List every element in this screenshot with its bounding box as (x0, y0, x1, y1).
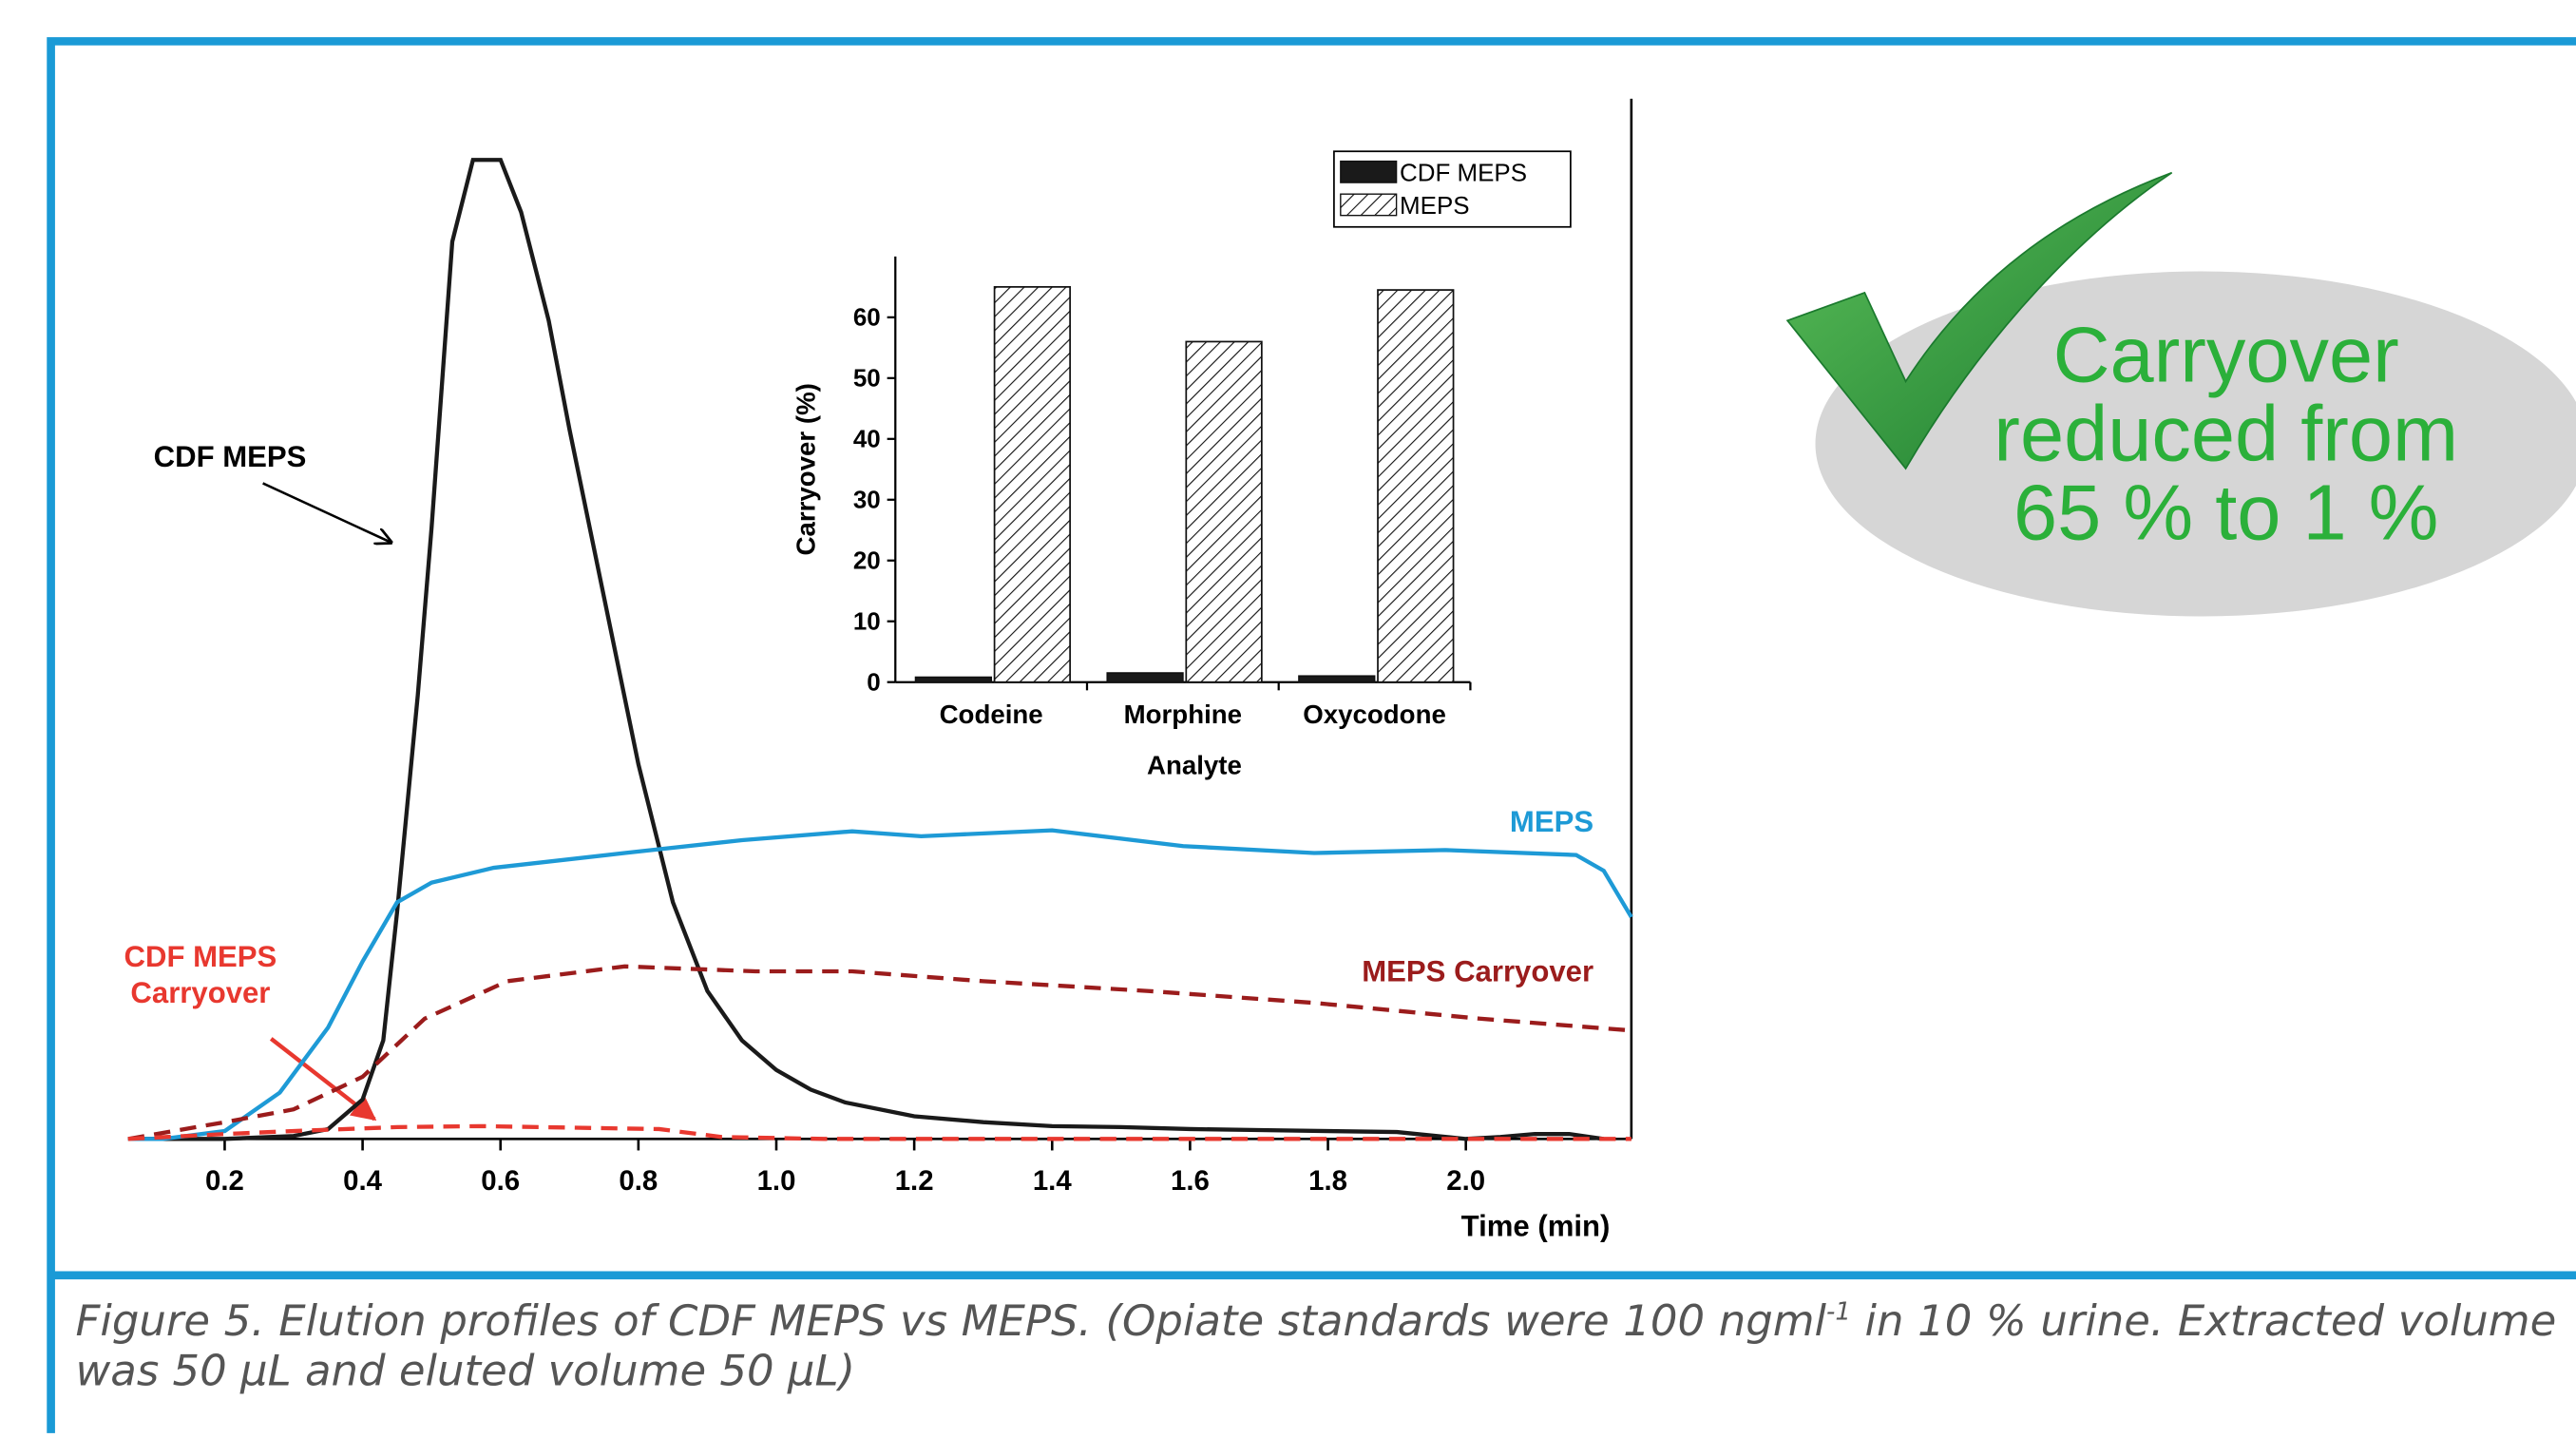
y-axis-label: Carryover (%) (792, 383, 821, 555)
legend-swatch (1341, 162, 1397, 182)
x-tick-label: 1.6 (1171, 1165, 1210, 1197)
bar (1107, 673, 1183, 682)
figure: Carryoverreduced from65 % to 1 % 0.2 0.4 0… (0, 0, 2576, 1433)
callout-text: Carryover (2053, 310, 2399, 398)
bar (1378, 290, 1454, 682)
callout-text: 65 % to 1 % (2013, 468, 2438, 556)
frame (51, 41, 2576, 1432)
bar (995, 287, 1071, 682)
x-tick-label: 1.2 (895, 1165, 934, 1197)
legend-label: CDF MEPS (1400, 160, 1527, 186)
series-label: MEPS Carryover (1362, 954, 1593, 987)
legend-swatch (1341, 194, 1397, 215)
bar (1186, 341, 1262, 681)
series-label: CDF MEPS (154, 440, 307, 473)
y-tick-label: 10 (853, 608, 881, 635)
x-tick-label: Morphine (1124, 700, 1242, 729)
x-tick-label: 0.8 (619, 1165, 658, 1197)
y-tick-label: 0 (867, 669, 880, 696)
x-tick-label: Codeine (940, 700, 1043, 729)
caption-text: Figure 5. Elution profiles of CDF MEPS v… (76, 1297, 1826, 1347)
x-axis-label: Time (min) (1461, 1209, 1611, 1242)
x-tick-label: 1.4 (1033, 1165, 1072, 1197)
x-tick-label: 1.8 (1308, 1165, 1347, 1197)
page: {"chart_data": [ {"type": "line", "xlabe… (0, 0, 2576, 1433)
y-tick-label: 60 (853, 305, 881, 332)
y-tick-label: 50 (853, 365, 881, 392)
x-tick-label: 2.0 (1446, 1165, 1485, 1197)
x-tick-label: 0.4 (343, 1165, 382, 1197)
bar (916, 678, 992, 682)
y-tick-label: 40 (853, 426, 881, 452)
series-line (128, 967, 1631, 1140)
y-tick-label: 20 (853, 547, 881, 574)
series-label: MEPS (1510, 805, 1593, 838)
callout-text: reduced from (1994, 389, 2458, 477)
caption-superscript: -1 (1826, 1296, 1851, 1326)
bar (1299, 676, 1375, 681)
legend-label: MEPS (1400, 193, 1469, 220)
annotation-arrow (263, 483, 391, 542)
caption-box: Figure 5. Elution profiles of CDF MEPS v… (76, 1287, 2557, 1418)
x-tick-label: 0.2 (205, 1165, 244, 1197)
x-axis-label: Analyte (1147, 751, 1242, 780)
x-tick-label: Oxycodone (1303, 700, 1446, 729)
carryover-bar-chart: 0 10 20 30 40 50 60 Carryover (%) Analyte Codeine… (792, 151, 1571, 779)
x-tick-label: 0.6 (481, 1165, 520, 1197)
x-tick-label: 1.0 (757, 1165, 796, 1197)
y-tick-label: 30 (853, 487, 881, 513)
caption: Figure 5. Elution profiles of CDF MEPS v… (76, 1287, 2557, 1396)
